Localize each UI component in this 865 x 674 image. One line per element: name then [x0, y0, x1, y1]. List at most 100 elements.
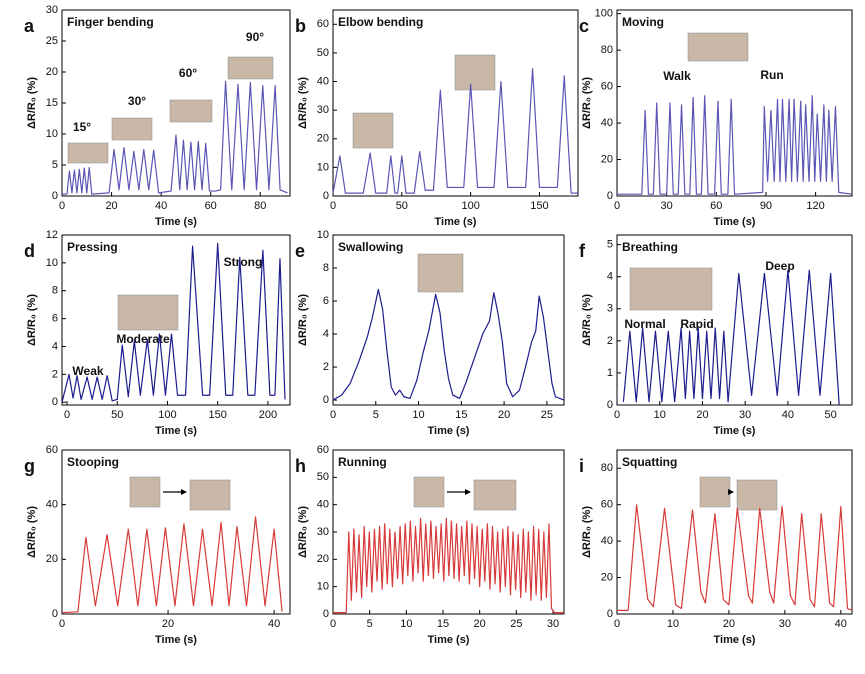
x-axis-label: Time (s) — [435, 216, 477, 228]
annotation: Normal — [624, 317, 665, 331]
photo-inset — [417, 253, 464, 293]
y-tick-label: 50 — [317, 47, 329, 59]
x-tick-label: 100 — [158, 409, 176, 421]
x-tick-label: 60 — [205, 200, 217, 212]
x-axis-label: Time (s) — [428, 425, 470, 437]
panel: 0 50 100 150 0 10 20 30 40 50 60 Time (s) ΔR/R₀ (%) b… — [295, 9, 579, 228]
panel-title: Moving — [622, 15, 664, 29]
y-tick-label: 60 — [601, 499, 613, 511]
photo-inset — [473, 479, 517, 511]
y-axis-label: ΔR/R₀ (%) — [581, 77, 593, 129]
plot-frame — [332, 9, 579, 197]
annotation: 30° — [128, 94, 146, 108]
panel-letter: g — [24, 456, 35, 476]
annotation: 90° — [246, 30, 264, 44]
y-tick-label: 10 — [46, 257, 58, 269]
y-axis-label: ΔR/R₀ (%) — [26, 294, 38, 346]
photo-inset — [352, 112, 394, 149]
photo-inset — [169, 99, 213, 123]
y-tick-label: 30 — [317, 526, 329, 538]
y-tick-label: 20 — [601, 571, 613, 583]
plot-frame — [616, 234, 853, 406]
plot-frame — [616, 449, 853, 615]
photo-inset — [189, 479, 231, 511]
x-tick-label: 60 — [710, 200, 722, 212]
y-tick-label: 0 — [323, 190, 329, 202]
x-tick-label: 25 — [510, 618, 522, 630]
y-tick-label: 1 — [607, 367, 613, 379]
y-tick-label: 60 — [317, 444, 329, 456]
y-tick-label: 12 — [46, 229, 58, 241]
panel: 0 10 20 30 40 50 0 1 2 3 4 5 Time (s) ΔR/R₀ (%) f Breat… — [579, 234, 853, 437]
plot-frame — [61, 234, 291, 406]
panel-letter: d — [24, 241, 35, 261]
x-tick-label: 0 — [330, 618, 336, 630]
panel-title: Breathing — [622, 240, 678, 254]
plot-frame — [332, 449, 565, 615]
y-tick-label: 0 — [323, 394, 329, 406]
x-tick-label: 30 — [661, 200, 673, 212]
x-tick-label: 20 — [498, 409, 510, 421]
x-axis-label: Time (s) — [155, 634, 197, 646]
y-tick-label: 0 — [607, 399, 613, 411]
x-tick-label: 10 — [654, 409, 666, 421]
y-tick-label: 2 — [607, 335, 613, 347]
y-tick-label: 20 — [317, 553, 329, 565]
data-line — [62, 80, 288, 195]
x-tick-label: 15 — [437, 618, 449, 630]
x-tick-label: 50 — [111, 409, 123, 421]
photo-inset — [454, 54, 496, 91]
y-tick-label: 40 — [317, 75, 329, 87]
y-tick-label: 30 — [317, 104, 329, 116]
photo-inset — [687, 32, 749, 62]
data-line — [61, 516, 283, 614]
x-tick-label: 10 — [667, 618, 679, 630]
y-tick-label: 5 — [52, 159, 58, 171]
x-tick-label: 30 — [547, 618, 559, 630]
y-tick-label: 50 — [317, 471, 329, 483]
y-tick-label: 4 — [323, 328, 329, 340]
x-axis-label: Time (s) — [714, 425, 756, 437]
x-axis-label: Time (s) — [155, 425, 197, 437]
panel-letter: a — [24, 16, 35, 36]
panel: 0 50 100 150 200 0 2 4 6 8 10 12 Time (s) ΔR/R₀ (%) d P… — [24, 229, 291, 437]
data-line — [61, 242, 286, 403]
x-tick-label: 15 — [455, 409, 467, 421]
y-tick-label: 0 — [607, 190, 613, 202]
panel: 0 5 10 15 20 25 0 2 4 6 8 10 Time (s) ΔR/R₀ (%) e Swall… — [295, 229, 565, 437]
plot-frame — [61, 449, 291, 615]
annotation: Walk — [663, 69, 691, 83]
y-axis-label: ΔR/R₀ (%) — [26, 77, 38, 129]
y-tick-label: 2 — [52, 368, 58, 380]
y-tick-label: 2 — [323, 361, 329, 373]
y-tick-label: 5 — [607, 239, 613, 251]
y-tick-label: 6 — [52, 313, 58, 325]
arrow-head — [181, 489, 187, 495]
arrow-head — [728, 489, 734, 495]
x-tick-label: 90 — [760, 200, 772, 212]
x-tick-label: 150 — [209, 409, 227, 421]
x-tick-label: 20 — [723, 618, 735, 630]
photo-inset — [736, 479, 778, 511]
data-line — [332, 288, 565, 401]
x-tick-label: 30 — [779, 618, 791, 630]
photo-inset — [111, 117, 153, 141]
x-tick-label: 10 — [400, 618, 412, 630]
data-line — [622, 269, 840, 406]
x-tick-label: 20 — [474, 618, 486, 630]
data-line — [332, 68, 578, 194]
y-tick-label: 0 — [52, 396, 58, 408]
y-tick-label: 20 — [46, 553, 58, 565]
annotation: Weak — [72, 364, 103, 378]
y-tick-label: 10 — [46, 128, 58, 140]
panel-title: Swallowing — [338, 240, 403, 254]
panel: 0 30 60 90 120 0 20 40 60 80 100 Time (s) ΔR/R₀ (%) c… — [579, 8, 853, 228]
y-tick-label: 20 — [317, 133, 329, 145]
x-tick-label: 0 — [64, 409, 70, 421]
y-axis-label: ΔR/R₀ (%) — [581, 294, 593, 346]
y-tick-label: 3 — [607, 303, 613, 315]
annotation: Strong — [224, 255, 263, 269]
data-line — [617, 95, 853, 195]
x-tick-label: 100 — [461, 200, 479, 212]
